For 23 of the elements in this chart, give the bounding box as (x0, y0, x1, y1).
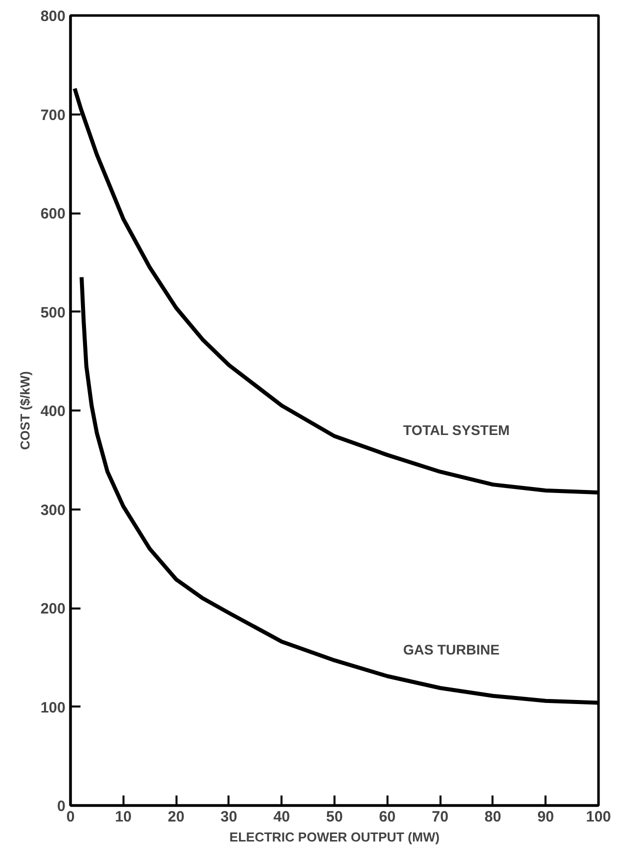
y-tick-label: 0 (57, 798, 66, 815)
x-tick-label: 10 (114, 808, 132, 826)
y-tick-label: 800 (40, 8, 66, 25)
x-axis-title: ELECTRIC POWER OUTPUT (MW) (229, 830, 440, 844)
x-tick-label: 40 (273, 808, 290, 826)
series-label: TOTAL SYSTEM (403, 422, 510, 438)
x-tick-label: 20 (168, 808, 184, 826)
y-tick-label: 100 (40, 699, 66, 716)
x-tick-label: 30 (220, 808, 238, 826)
x-tick-label: 80 (484, 808, 502, 826)
y-tick-label: 600 (40, 206, 66, 222)
x-tick-label: 100 (586, 808, 612, 826)
x-tick-label: 70 (432, 808, 448, 826)
y-tick-label: 200 (40, 600, 66, 618)
y-tick-label: 400 (40, 403, 66, 420)
x-tick-label: 60 (378, 808, 396, 826)
x-tick-label: 50 (326, 808, 343, 826)
series-label: GAS TURBINE (403, 642, 500, 658)
y-tick-label: 300 (40, 502, 66, 519)
y-tick-label: 500 (40, 304, 66, 322)
y-axis-title: COST ($/kW) (17, 371, 32, 450)
x-tick-label: 90 (537, 808, 554, 826)
y-tick-label: 700 (40, 106, 66, 124)
